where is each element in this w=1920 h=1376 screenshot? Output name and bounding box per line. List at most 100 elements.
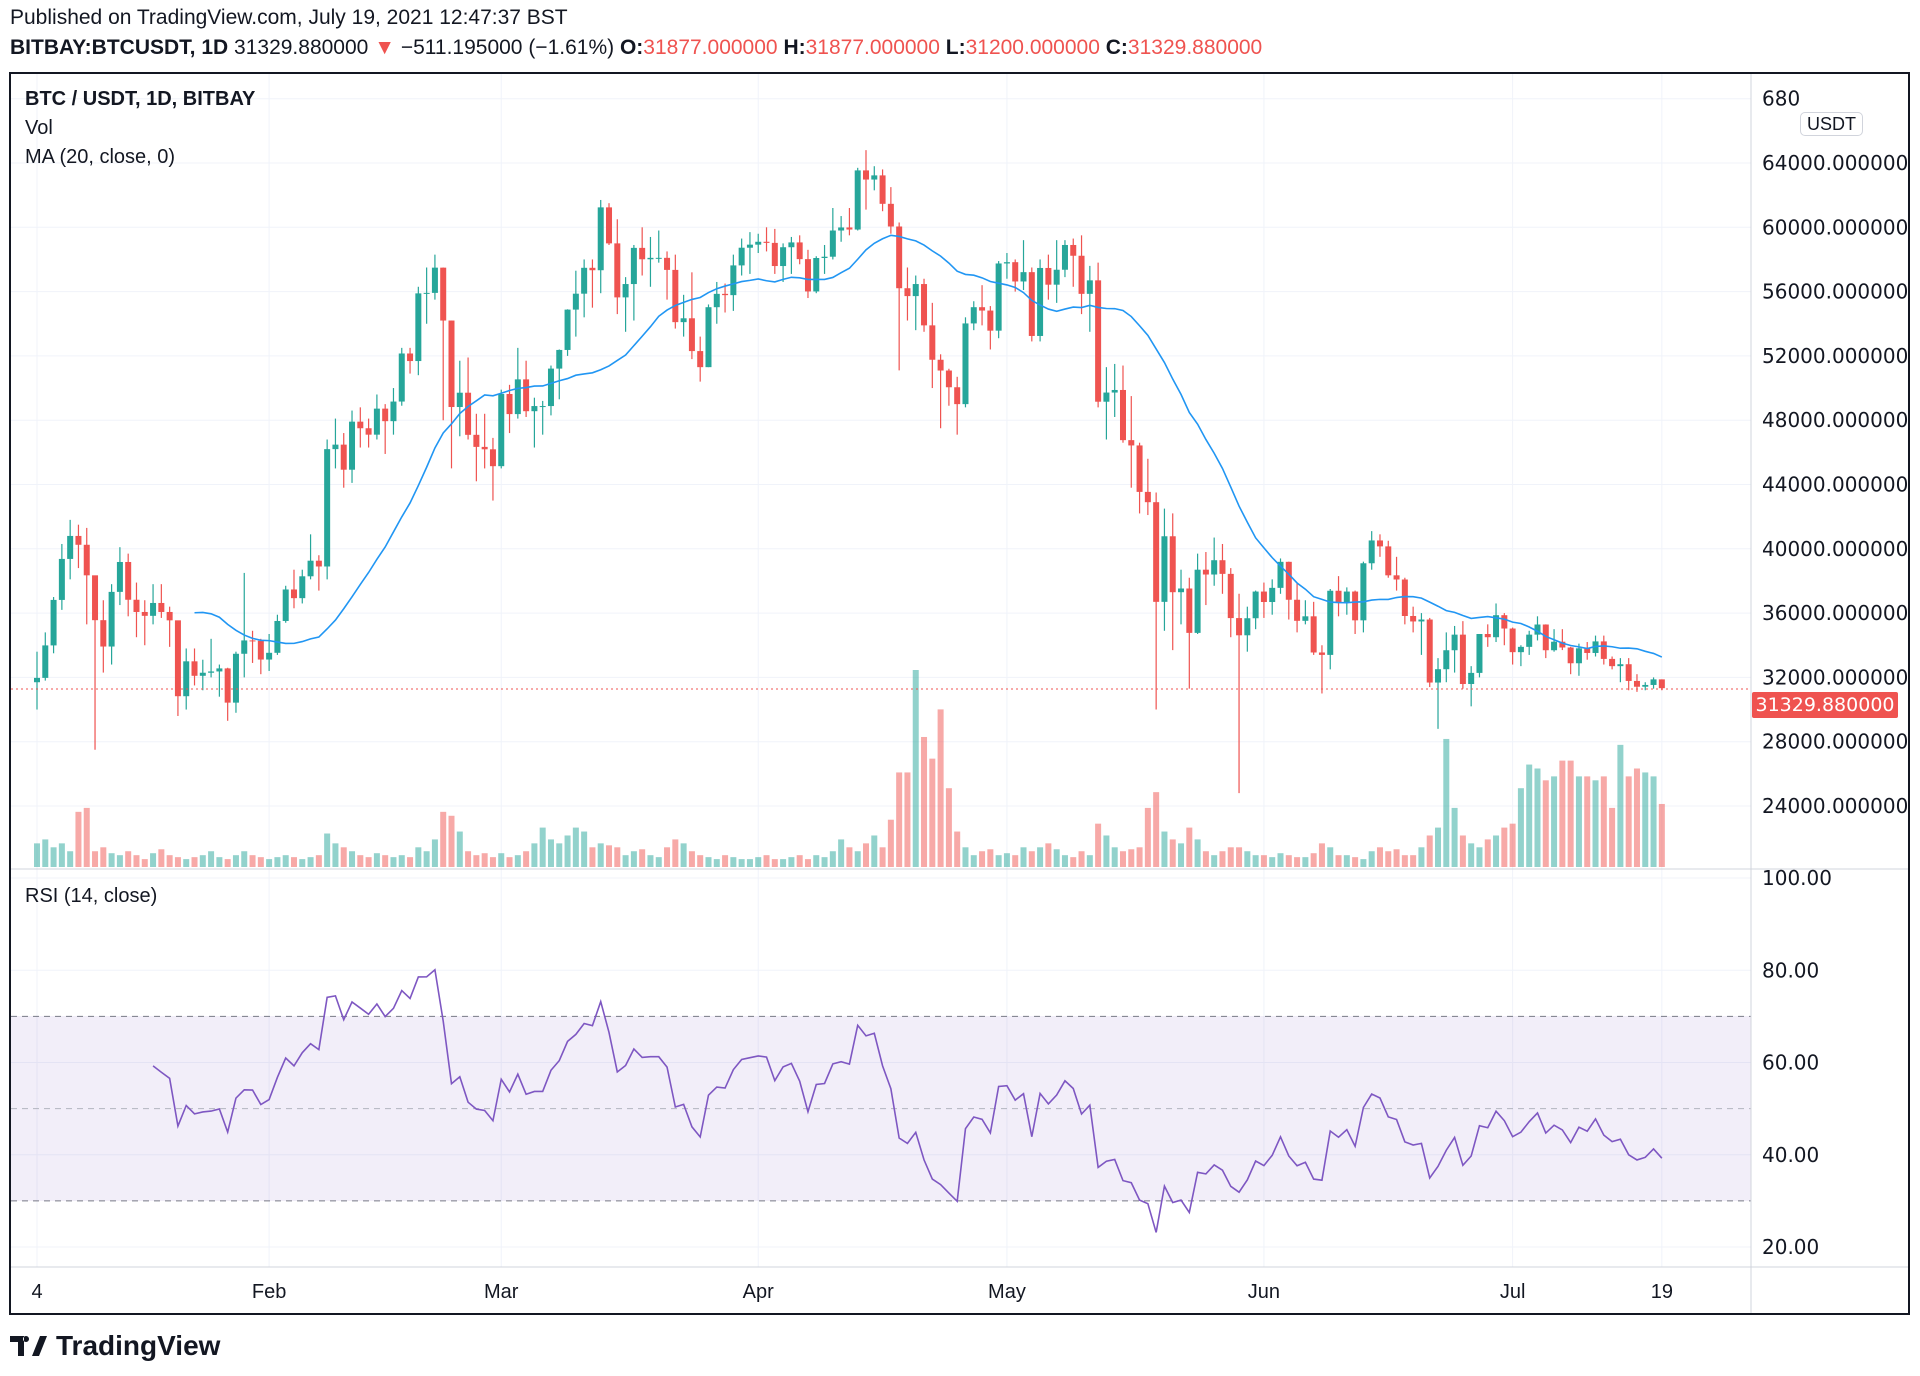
candle-body bbox=[440, 267, 447, 321]
candle-body bbox=[1418, 619, 1425, 622]
tradingview-logo[interactable]: TradingView bbox=[10, 1330, 220, 1362]
candle-body bbox=[912, 284, 919, 297]
volume-bar bbox=[340, 847, 347, 867]
volume-bar bbox=[987, 849, 994, 867]
volume-bar bbox=[1609, 807, 1616, 867]
candle-body bbox=[1061, 244, 1068, 270]
candle-body bbox=[1003, 262, 1010, 264]
volume-bar bbox=[788, 857, 795, 867]
volume-bar bbox=[332, 843, 339, 867]
volume-bar bbox=[299, 859, 306, 867]
candle-body bbox=[1219, 560, 1226, 574]
volume-bar bbox=[713, 859, 720, 867]
chart-frame bbox=[9, 72, 1910, 1315]
candle-body bbox=[1144, 491, 1151, 503]
candle-body bbox=[257, 640, 264, 660]
volume-bar bbox=[307, 857, 314, 867]
candle-body bbox=[1385, 546, 1392, 576]
volume-bar bbox=[133, 855, 140, 867]
candle-body bbox=[746, 244, 753, 248]
candle-body bbox=[1070, 244, 1077, 256]
volume-bar bbox=[1070, 857, 1077, 867]
time-tick-label: 4 bbox=[31, 1281, 42, 1303]
volume-bar bbox=[1426, 835, 1433, 867]
volume-legend[interactable]: Vol bbox=[25, 117, 53, 139]
volume-bar bbox=[1169, 839, 1176, 867]
candle-body bbox=[697, 351, 704, 368]
volume-bar bbox=[1260, 855, 1267, 867]
volume-bar bbox=[863, 843, 869, 867]
time-tick-label: 19 bbox=[1651, 1281, 1673, 1303]
volume-bar bbox=[58, 843, 65, 867]
rsi-legend[interactable]: RSI (14, close) bbox=[25, 885, 158, 907]
volume-bar bbox=[481, 853, 488, 867]
candle-body bbox=[1575, 648, 1582, 664]
volume-bar bbox=[1310, 853, 1317, 867]
volume-bar bbox=[1443, 738, 1450, 867]
volume-bar bbox=[556, 843, 563, 867]
candle-body bbox=[1111, 389, 1118, 393]
candle-body bbox=[199, 672, 206, 676]
volume-bar bbox=[266, 859, 273, 867]
candle-body bbox=[854, 170, 861, 230]
candle-body bbox=[1617, 664, 1624, 667]
volume-bar bbox=[589, 847, 596, 867]
volume-bar bbox=[1012, 855, 1019, 867]
candle-body bbox=[1103, 392, 1110, 402]
price-tick-label: 60000.000000 bbox=[1762, 215, 1908, 239]
candle-body bbox=[92, 575, 99, 621]
candle-body bbox=[1633, 680, 1640, 687]
candle-body bbox=[274, 620, 281, 653]
candle-body bbox=[1426, 619, 1433, 683]
candle-body bbox=[1484, 633, 1491, 638]
currency-badge[interactable]: USDT bbox=[1800, 112, 1863, 136]
volume-bar bbox=[1178, 843, 1185, 867]
candle-body bbox=[1037, 267, 1044, 336]
volume-bar bbox=[506, 857, 513, 867]
last-price-label: 31329.880000 bbox=[1752, 692, 1898, 718]
volume-bar bbox=[407, 857, 414, 867]
candle-body bbox=[208, 671, 215, 673]
price-tick-label: 44000.000000 bbox=[1762, 473, 1908, 497]
candle-body bbox=[514, 379, 521, 415]
volume-bar bbox=[1501, 827, 1508, 867]
candle-body bbox=[373, 408, 380, 435]
volume-bar bbox=[373, 853, 380, 867]
volume-bar bbox=[1078, 851, 1085, 867]
price-tick-label: 28000.000000 bbox=[1762, 730, 1908, 754]
candle-body bbox=[647, 257, 654, 260]
volume-bar bbox=[1211, 855, 1218, 867]
volume-bar bbox=[1658, 803, 1665, 867]
price-tick-label: 48000.000000 bbox=[1762, 408, 1908, 432]
volume-bar bbox=[116, 855, 123, 867]
volume-bar bbox=[722, 855, 729, 867]
volume-bar bbox=[912, 670, 919, 867]
volume-bar bbox=[191, 857, 198, 867]
candle-body bbox=[1650, 679, 1657, 685]
candle-body bbox=[1202, 569, 1209, 575]
volume-bar bbox=[937, 709, 944, 867]
volume-bar bbox=[846, 847, 853, 867]
volume-bar bbox=[954, 831, 961, 867]
volume-bar bbox=[382, 855, 389, 867]
ma-line bbox=[194, 234, 1663, 658]
candle-body bbox=[456, 392, 463, 408]
volume-bar bbox=[324, 833, 331, 867]
candle-body bbox=[813, 258, 820, 292]
candle-body bbox=[713, 293, 720, 308]
volume-bar bbox=[547, 839, 554, 867]
candle-body bbox=[1153, 502, 1160, 602]
volume-bar bbox=[1277, 853, 1284, 867]
volume-bar bbox=[1376, 847, 1383, 867]
volume-bar bbox=[606, 845, 613, 867]
ma-legend[interactable]: MA (20, close, 0) bbox=[25, 146, 176, 168]
candle-body bbox=[340, 444, 347, 470]
candle-body bbox=[1476, 633, 1483, 673]
candle-body bbox=[1194, 569, 1201, 633]
candle-body bbox=[655, 257, 662, 259]
candle-body bbox=[780, 247, 787, 267]
volume-bar bbox=[249, 855, 256, 867]
volume-bar bbox=[1625, 776, 1632, 867]
candle-body bbox=[158, 602, 165, 612]
